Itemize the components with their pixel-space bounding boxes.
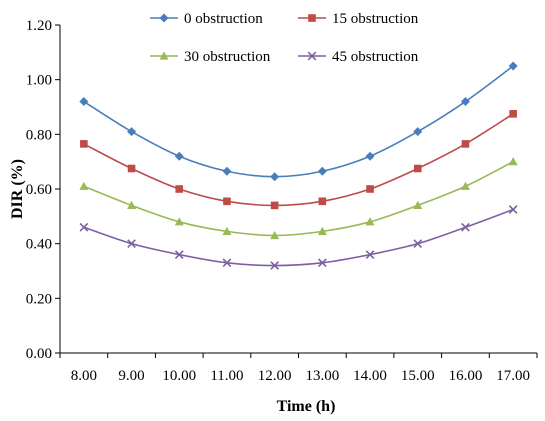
data-point (413, 200, 423, 209)
data-point (365, 217, 375, 226)
data-point (317, 226, 327, 235)
legend-entry: 15 obstruction (298, 11, 419, 27)
series (79, 61, 518, 270)
y-tick-label: 0.80 (26, 127, 52, 143)
data-point (413, 127, 423, 137)
x-tick-label: 11.00 (210, 368, 243, 384)
series-3 (79, 157, 518, 240)
legend-marker (159, 51, 169, 60)
series-line (83, 160, 514, 237)
data-point (365, 250, 375, 259)
data-point (460, 97, 470, 107)
data-point (79, 222, 89, 232)
legend-entry: 45 obstruction (298, 49, 419, 65)
y-tick-label: 1.00 (26, 73, 52, 89)
data-point (127, 239, 136, 249)
data-point (317, 166, 327, 176)
data-point (509, 110, 517, 118)
data-point (270, 201, 279, 210)
data-point (270, 172, 280, 182)
data-point (366, 185, 374, 193)
x-tick-label: 16.00 (449, 368, 483, 384)
series-4 (79, 205, 518, 270)
legend-entry: 30 obstruction (150, 49, 271, 65)
data-point (317, 258, 327, 268)
data-point (79, 181, 89, 190)
legend-entry: 0 obstruction (150, 11, 263, 27)
x-tick-label: 15.00 (401, 368, 435, 384)
data-point (270, 261, 280, 270)
data-point (174, 151, 184, 161)
data-point (175, 185, 184, 193)
data-point (365, 151, 375, 161)
y-axis-ticks: 0.00 0.20 0.40 0.60 0.80 1.00 1.20 (26, 18, 60, 362)
data-point (222, 226, 232, 235)
x-tick-label: 17.00 (496, 368, 530, 384)
y-tick-label: 0.20 (26, 291, 52, 307)
data-point (222, 258, 232, 268)
data-point (127, 164, 136, 173)
data-point (79, 97, 89, 107)
legend-marker (308, 14, 316, 22)
data-point (222, 166, 232, 176)
x-axis-title: Time (h) (277, 398, 336, 415)
series-1 (79, 61, 518, 182)
legend-label: 45 obstruction (332, 49, 419, 65)
x-tick-label: 12.00 (258, 368, 292, 384)
y-tick-label: 1.20 (26, 18, 52, 34)
series-line (83, 208, 514, 267)
x-tick-label: 13.00 (305, 368, 339, 384)
x-tick-label: 14.00 (353, 368, 387, 384)
legend-label: 30 obstruction (184, 49, 271, 65)
y-tick-label: 0.40 (26, 237, 52, 253)
legend-label: 15 obstruction (332, 11, 419, 27)
y-tick-label: 0.00 (26, 346, 52, 362)
data-point (508, 61, 518, 71)
data-point (80, 140, 88, 148)
data-point (174, 217, 184, 226)
legend-label: 0 obstruction (184, 11, 263, 27)
series-line (83, 65, 514, 178)
data-point (461, 140, 470, 148)
data-point (460, 181, 470, 190)
y-tick-label: 0.60 (26, 182, 52, 198)
data-point (270, 230, 280, 240)
data-point (461, 222, 470, 232)
series-2 (80, 110, 517, 210)
data-point (508, 157, 518, 166)
data-point (413, 239, 423, 249)
data-point (318, 197, 327, 206)
data-point (174, 250, 184, 259)
data-point (223, 197, 231, 206)
data-point (508, 205, 518, 214)
legend: 0 obstruction 15 obstruction 30 obstructio… (150, 11, 419, 65)
x-tick-label: 8.00 (71, 368, 97, 384)
y-axis-title: DIR (%) (9, 159, 26, 219)
legend-marker (307, 51, 317, 61)
x-axis-ticks: 8.00 9.00 10.00 11.00 12.00 13.00 14.00 15.00 16… (59, 353, 538, 384)
data-point (127, 200, 137, 209)
x-tick-label: 9.00 (118, 368, 144, 384)
data-point (413, 164, 422, 173)
data-point (127, 127, 137, 137)
x-tick-label: 10.00 (162, 368, 196, 384)
legend-marker (159, 13, 169, 23)
series-line (83, 113, 514, 207)
